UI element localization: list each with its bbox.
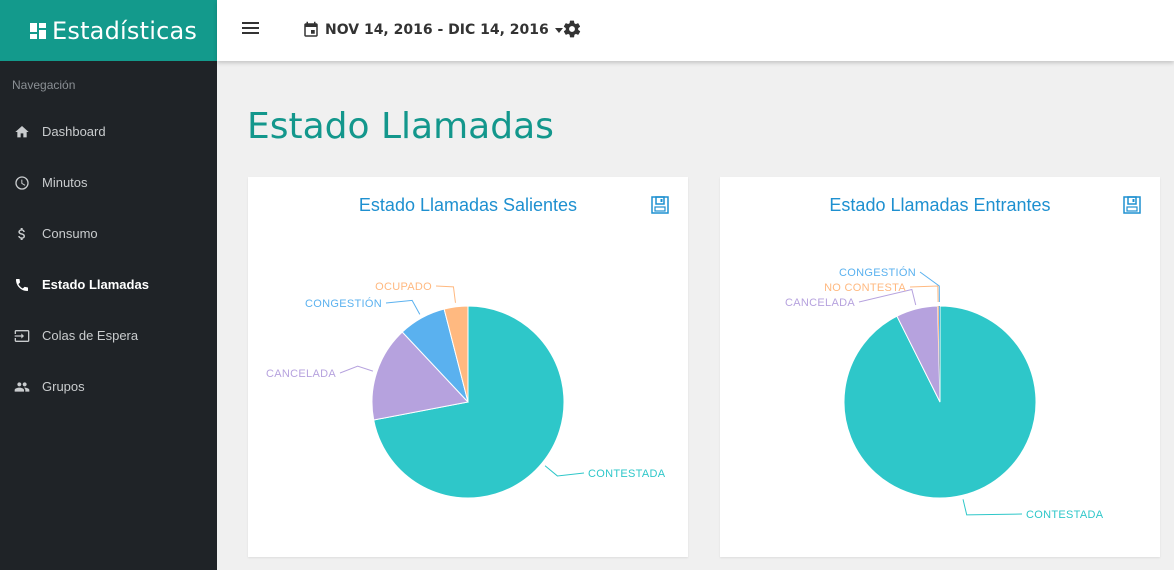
date-range-picker[interactable]: NOV 14, 2016 - DIC 14, 2016 [302, 18, 563, 42]
sidebar-item-label: Minutos [42, 175, 88, 190]
slice-label: CONGESTIÓN [305, 297, 382, 310]
pie-chart-entrantes: CONTESTADA CANCELADA NO CONTESTA CONGESTIÓN [785, 266, 1104, 521]
chart-card-salientes: CONTESTADA CANCELADA CONGESTIÓN OCUPADO Est… [248, 177, 688, 557]
sidebar-item-dashboard[interactable]: Dashboard [0, 106, 217, 157]
gear-icon[interactable] [562, 19, 582, 39]
brand-title: Estadísticas [52, 16, 198, 45]
pie-slice-cancelada[interactable] [371, 331, 469, 421]
sidebar-item-label: Consumo [42, 226, 98, 241]
label-line [385, 299, 421, 315]
sidebar-item-colas-de-espera[interactable]: Colas de Espera [0, 310, 217, 361]
dashboard-icon [30, 22, 46, 39]
save-icon[interactable] [651, 196, 669, 214]
slice-label: CANCELADA [266, 368, 336, 380]
label-line [962, 499, 1023, 516]
save-icon[interactable] [1123, 196, 1141, 214]
sidebar-item-label: Estado Llamadas [42, 277, 149, 292]
sidebar-item-consumo[interactable]: Consumo [0, 208, 217, 259]
pie-slice-cancelada[interactable] [896, 305, 941, 403]
label-line [435, 285, 456, 303]
pie-slice-no-contesta[interactable] [937, 306, 940, 402]
sidebar-item-grupos[interactable]: Grupos [0, 361, 217, 412]
home-icon [13, 123, 31, 141]
nav-heading: Navegación [12, 78, 76, 92]
brand[interactable]: Estadísticas [0, 0, 217, 61]
dollar-icon [13, 225, 31, 243]
sidebar-item-estado-llamadas[interactable]: Estado Llamadas [0, 259, 217, 310]
group-icon [13, 378, 31, 396]
chevron-down-icon [554, 27, 563, 33]
sidebar: Estadísticas Navegación Dashboard Minuto… [0, 0, 217, 570]
label-line [339, 365, 374, 374]
phone-icon [13, 276, 31, 294]
chart-title: Estado Llamadas Entrantes [829, 195, 1051, 215]
label-line [919, 271, 940, 303]
sidebar-item-label: Colas de Espera [42, 328, 139, 343]
slice-label: CONTESTADA [1026, 509, 1104, 521]
queue-icon [13, 327, 31, 345]
slice-label: CONGESTIÓN [839, 266, 916, 279]
sidebar-item-label: Dashboard [42, 124, 106, 139]
calendar-icon [304, 21, 318, 37]
sidebar-item-label: Grupos [42, 379, 85, 394]
pie-slice-ocupado[interactable] [443, 305, 469, 403]
pie-slice-congesti-n[interactable] [938, 306, 940, 402]
topbar: NOV 14, 2016 - DIC 14, 2016 [217, 0, 1174, 61]
pie-slice-contestada[interactable] [373, 305, 565, 499]
slice-label: NO CONTESTA [824, 282, 906, 294]
pie-chart-salientes: CONTESTADA CANCELADA CONGESTIÓN OCUPADO [266, 281, 666, 499]
label-line [909, 285, 939, 303]
label-line [858, 288, 917, 306]
menu-icon[interactable] [240, 18, 262, 40]
slice-label: CANCELADA [785, 297, 855, 309]
page-title: Estado Llamadas [247, 106, 554, 147]
slice-label: OCUPADO [375, 281, 432, 293]
sidebar-item-minutos[interactable]: Minutos [0, 157, 217, 208]
chart-title: Estado Llamadas Salientes [358, 195, 578, 215]
date-range-label: NOV 14, 2016 - DIC 14, 2016 [325, 22, 549, 38]
slice-label: CONTESTADA [588, 468, 666, 480]
chart-card-entrantes: CONTESTADA CANCELADA NO CONTESTA CONGESTIÓN… [720, 177, 1160, 557]
clock-icon [13, 174, 31, 192]
label-line [544, 465, 585, 477]
